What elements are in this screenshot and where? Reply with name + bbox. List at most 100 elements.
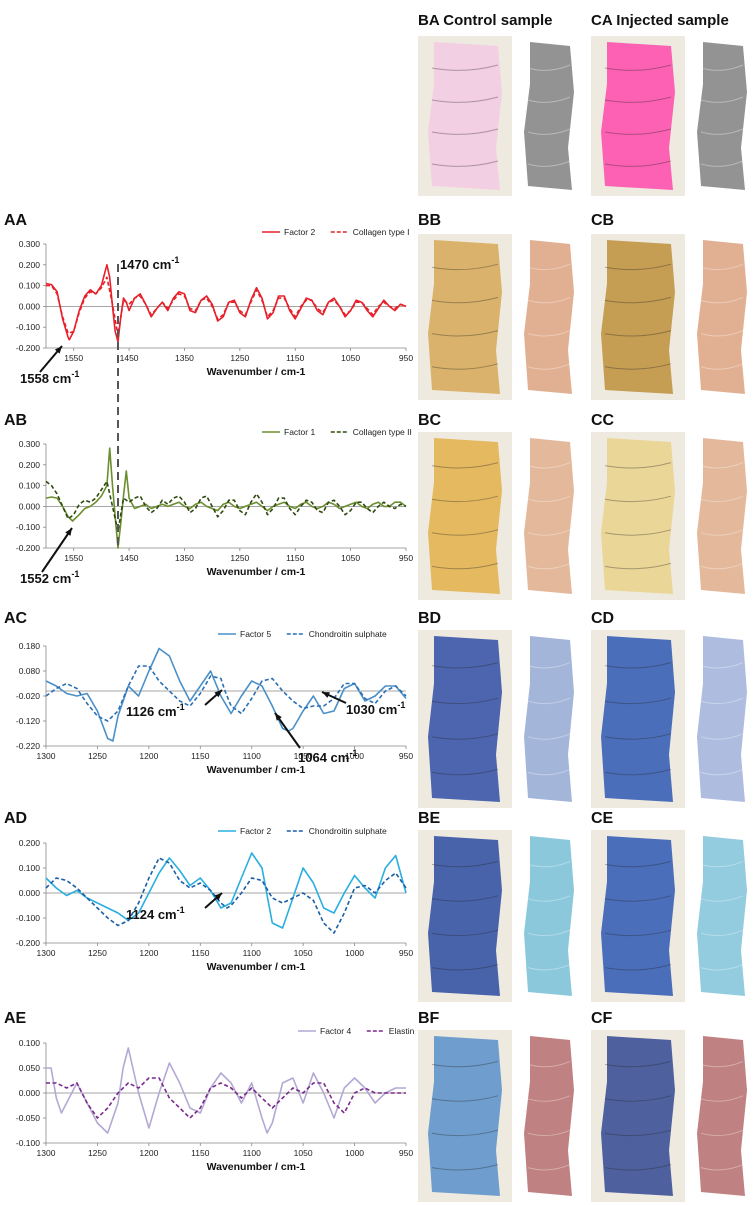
x-tick-label: 1050 [294, 948, 313, 958]
y-tick-label: 0.300 [19, 239, 41, 249]
tissue-crack [604, 529, 672, 536]
tissue-crack [604, 662, 672, 669]
y-tick-label: -0.050 [16, 1113, 40, 1123]
series-line-2 [45, 665, 407, 722]
tissue-section [601, 240, 675, 394]
tissue-section [428, 42, 502, 190]
annotation-label: 1470 cm-1 [120, 255, 179, 272]
tissue-section [697, 1036, 747, 1196]
tissue-crack [604, 860, 672, 868]
tissue-crack [700, 462, 744, 469]
annotation-label: 1552 cm-1 [20, 569, 79, 586]
tissue-crack [604, 363, 672, 370]
annotation-label: 1558 cm-1 [20, 369, 79, 386]
panel-label-AE: AE [4, 1010, 27, 1027]
micrograph-CB-stain [591, 234, 685, 400]
series-line-2 [45, 480, 407, 533]
x-tick-label: 1300 [37, 751, 56, 761]
tissue-crack [431, 1164, 499, 1171]
y-tick-label: 0.100 [19, 481, 41, 491]
tissue-section [697, 42, 747, 190]
y-tick-label: 0.000 [19, 1088, 41, 1098]
micrograph-CE-stain [591, 830, 685, 1002]
tissue-crack [431, 562, 499, 570]
x-tick-label: 1150 [191, 948, 210, 958]
tissue-crack [527, 1060, 571, 1068]
tissue-crack [527, 529, 571, 536]
y-tick-label: 0.050 [19, 1063, 41, 1073]
legend-label: Chondroitin sulphate [309, 826, 387, 836]
x-tick-label: 1200 [139, 1148, 158, 1158]
tissue-crack [604, 768, 672, 776]
x-axis-label: Wavenumber / cm-1 [207, 1161, 306, 1173]
y-tick-label: 0.000 [19, 501, 41, 511]
tissue-crack [604, 1129, 672, 1137]
tissue-crack [604, 1095, 672, 1102]
tissue-crack [431, 1129, 499, 1137]
tissue-crack [431, 64, 499, 71]
y-tick-label: 0.200 [19, 838, 41, 848]
micrograph-BA-map [514, 36, 584, 196]
y-tick-label: 0.100 [19, 863, 41, 873]
tissue-section [524, 42, 574, 190]
x-tick-label: 1350 [175, 553, 194, 563]
image-label-CD: CD [591, 610, 615, 627]
tissue-crack [527, 562, 571, 570]
tissue-crack [527, 964, 571, 971]
panel-label-AB: AB [4, 412, 28, 429]
x-tick-label: 1000 [345, 751, 364, 761]
tissue-crack [604, 1164, 672, 1171]
tissue-crack [700, 733, 744, 740]
tissue-crack [604, 964, 672, 971]
tissue-crack [700, 128, 744, 135]
tissue-section [601, 1036, 675, 1196]
tissue-crack [604, 296, 672, 304]
tissue-crack [527, 1129, 571, 1137]
annotation-label: 1030 cm-1 [346, 700, 405, 717]
micrograph-BD-stain [418, 630, 512, 808]
tissue-crack [527, 860, 571, 868]
legend-label: Collagen type I [353, 227, 410, 237]
tissue-crack [700, 160, 744, 167]
image-label-CB: CB [591, 212, 615, 229]
tissue-crack [604, 330, 672, 337]
y-tick-label: 0.100 [19, 1038, 41, 1048]
tissue-crack [700, 1095, 744, 1102]
micrograph-CC-stain [591, 432, 685, 600]
tissue-section [428, 836, 502, 996]
tissue-crack [431, 363, 499, 370]
x-tick-label: 1150 [286, 553, 305, 563]
y-tick-label: 0.200 [19, 260, 41, 270]
tissue-section [524, 240, 574, 394]
tissue-crack [431, 529, 499, 536]
tissue-crack [700, 64, 744, 71]
tissue-section [524, 1036, 574, 1196]
x-tick-label: 950 [399, 751, 413, 761]
series-line-1 [45, 447, 407, 549]
micrograph-CA-stain [591, 36, 685, 196]
y-tick-label: 0.080 [19, 666, 41, 676]
tissue-crack [700, 697, 744, 705]
arrow-head [214, 893, 222, 901]
x-tick-label: 1100 [243, 948, 262, 958]
x-tick-label: 950 [399, 1148, 413, 1158]
y-tick-label: -0.200 [16, 543, 40, 553]
tissue-crack [700, 1129, 744, 1137]
x-tick-label: 1450 [120, 353, 139, 363]
tissue-section [601, 438, 675, 594]
legend-label: Factor 2 [240, 826, 271, 836]
y-tick-label: -0.100 [16, 522, 40, 532]
tissue-crack [431, 768, 499, 776]
legend-label: Factor 5 [240, 629, 271, 639]
y-tick-label: 0.180 [19, 641, 41, 651]
image-label-CF: CF [591, 1010, 613, 1027]
arrow-head [214, 690, 222, 698]
arrow-head [275, 713, 282, 721]
micrograph-CF-stain [591, 1030, 685, 1202]
series-line-2 [46, 276, 407, 337]
y-tick-label: 0.000 [19, 301, 41, 311]
tissue-crack [604, 160, 672, 167]
x-tick-label: 1200 [139, 751, 158, 761]
panel-label-AC: AC [4, 610, 28, 627]
legend-label: Factor 1 [284, 427, 315, 437]
